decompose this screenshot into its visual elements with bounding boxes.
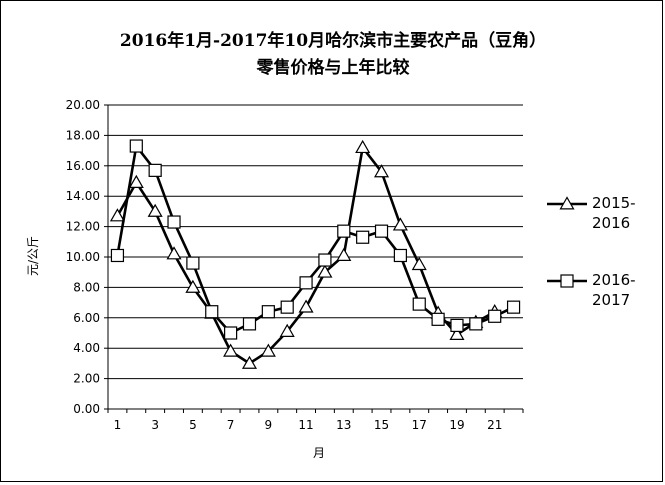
x-tick-label: 9 (265, 418, 273, 432)
legend-marker (560, 274, 574, 288)
y-tick-label: 4.00 (73, 341, 100, 355)
data-series (109, 139, 521, 369)
data-point (185, 279, 201, 293)
series-line (116, 144, 515, 335)
series-1 (109, 139, 503, 369)
y-tick-label: 20.00 (66, 98, 100, 112)
legend-label-line1: 2016- (592, 271, 636, 289)
data-point (318, 253, 332, 267)
data-point (261, 305, 275, 319)
data-point (337, 224, 351, 238)
data-point (279, 323, 295, 337)
legend-entry-1: 2015- 2016 (547, 194, 636, 232)
data-point (298, 299, 314, 313)
y-axis-label: 元/公斤 (26, 236, 40, 276)
legend-label-line2: 2017 (592, 291, 630, 309)
data-point (374, 224, 389, 238)
data-point (317, 264, 333, 278)
data-point (186, 256, 200, 270)
y-tick-labels: 0.00 2.00 4.00 6.00 8.00 10.00 12.00 14.00 16.00… (66, 98, 100, 416)
data-point (224, 326, 238, 340)
legend-label-line2: 2016 (592, 214, 630, 232)
data-point (449, 326, 465, 340)
x-tick-label: 19 (449, 418, 464, 432)
data-point (373, 164, 390, 178)
y-tick-label: 2.00 (73, 372, 100, 386)
data-point (128, 174, 144, 188)
chart-title-line2: 零售价格与上年比较 (256, 57, 410, 78)
x-tick-label: 15 (374, 418, 389, 432)
axes (104, 104, 524, 413)
y-tick-label: 14.00 (66, 189, 100, 203)
y-tick-label: 10.00 (66, 250, 100, 264)
data-point (431, 312, 445, 326)
data-point (109, 208, 125, 222)
data-point (205, 305, 219, 319)
x-tick-label: 13 (336, 418, 351, 432)
data-point (469, 317, 483, 331)
data-point (223, 343, 239, 357)
legend-entry-2: 2016- 2017 (547, 271, 636, 309)
data-point (166, 246, 182, 260)
data-point (355, 139, 371, 154)
data-point (242, 317, 257, 331)
y-tick-label: 16.00 (66, 159, 100, 173)
legend-label-line1: 2015- (592, 194, 636, 212)
data-point (148, 163, 162, 177)
data-point (110, 248, 125, 263)
x-tick-label: 21 (487, 418, 502, 432)
data-point (411, 256, 427, 271)
y-tick-label: 0.00 (73, 402, 100, 416)
y-tick-label: 18.00 (66, 128, 100, 142)
x-tick-label: 17 (412, 418, 427, 432)
x-tick-label: 11 (298, 418, 313, 432)
chart-title-line1: 2016年1月-2017年10月哈尔滨市主要农产品（豆角） (120, 30, 546, 51)
data-point (506, 300, 521, 314)
data-point (241, 355, 258, 369)
data-point (280, 300, 294, 314)
data-point (392, 217, 408, 231)
x-tick-label: 7 (227, 418, 235, 432)
x-tick-labels: 1 3 5 7 9 11 13 15 17 19 21 (114, 418, 503, 432)
y-tick-label: 12.00 (66, 220, 100, 234)
data-point (356, 230, 370, 244)
data-point (412, 297, 426, 311)
data-point (393, 248, 407, 263)
y-tick-label: 8.00 (73, 280, 100, 294)
data-point (260, 343, 276, 357)
y-tick-label: 6.00 (73, 311, 100, 325)
data-point (450, 318, 464, 332)
legend: 2015- 2016 2016- 2017 (547, 194, 636, 309)
data-point (299, 276, 313, 290)
data-point (167, 215, 181, 229)
x-axis-label: 月 (313, 446, 325, 460)
data-point (147, 203, 163, 217)
x-tick-label: 3 (151, 418, 159, 432)
x-tick-label: 5 (189, 418, 197, 432)
series-2 (110, 139, 521, 340)
data-point (129, 139, 143, 153)
x-tick-label: 1 (114, 418, 122, 432)
data-point (336, 247, 352, 261)
data-point (488, 309, 502, 323)
legend-marker (559, 196, 575, 210)
